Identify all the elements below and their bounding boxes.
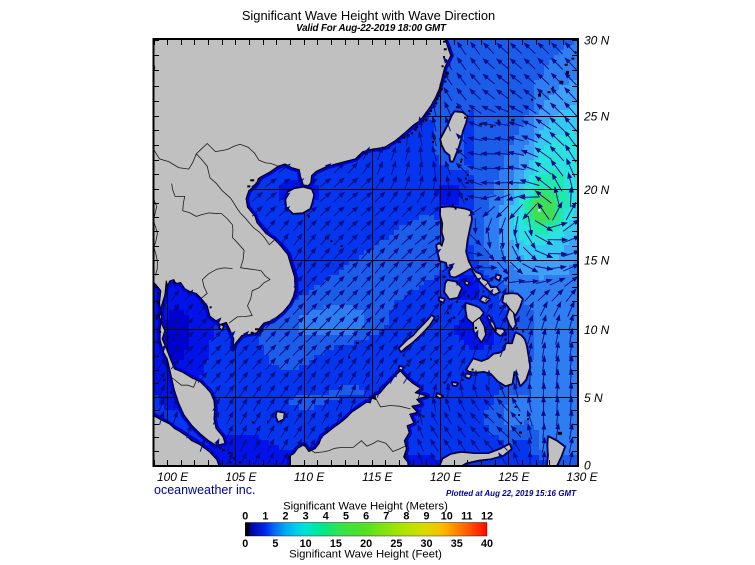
- svg-text:100 E: 100 E: [157, 470, 189, 484]
- svg-text:Valid For Aug-22-2019 18:00 GM: Valid For Aug-22-2019 18:00 GMT: [296, 23, 447, 34]
- svg-text:125 E: 125 E: [498, 470, 530, 484]
- svg-text:1: 1: [262, 511, 268, 523]
- svg-text:4: 4: [323, 511, 329, 523]
- svg-text:115 E: 115 E: [362, 470, 393, 484]
- svg-text:9: 9: [424, 511, 430, 523]
- svg-text:11: 11: [461, 511, 472, 523]
- svg-text:30 N: 30 N: [584, 34, 610, 48]
- svg-text:6: 6: [363, 511, 369, 523]
- svg-text:120 E: 120 E: [430, 470, 462, 484]
- svg-text:30: 30: [421, 538, 433, 550]
- svg-text:110 E: 110 E: [294, 470, 325, 484]
- svg-text:15 N: 15 N: [584, 254, 610, 268]
- svg-text:Plotted at Aug 22, 2019 15:16: Plotted at Aug 22, 2019 15:16 GMT: [446, 489, 577, 498]
- svg-text:8: 8: [403, 511, 409, 523]
- svg-text:130 E: 130 E: [566, 470, 598, 484]
- svg-text:5: 5: [343, 511, 349, 523]
- svg-text:Significant Wave Height with W: Significant Wave Height with Wave Direct…: [242, 8, 495, 23]
- svg-text:7: 7: [383, 511, 389, 523]
- svg-text:Significant Wave Height (Feet): Significant Wave Height (Feet): [289, 549, 442, 561]
- svg-text:10: 10: [300, 538, 312, 550]
- svg-text:35: 35: [451, 538, 463, 550]
- svg-text:40: 40: [481, 538, 493, 550]
- svg-text:0: 0: [242, 538, 248, 550]
- svg-text:25: 25: [390, 538, 402, 550]
- svg-text:105 E: 105 E: [225, 470, 257, 484]
- svg-text:10 N: 10 N: [584, 323, 610, 337]
- svg-text:oceanweather inc.: oceanweather inc.: [154, 483, 255, 497]
- svg-text:2: 2: [282, 511, 288, 523]
- svg-text:10: 10: [441, 511, 453, 523]
- svg-text:0: 0: [584, 459, 591, 473]
- svg-text:15: 15: [330, 538, 342, 550]
- svg-text:20: 20: [360, 538, 372, 550]
- svg-text:5: 5: [272, 538, 278, 550]
- svg-text:0: 0: [242, 511, 248, 523]
- svg-text:5 N: 5 N: [584, 391, 603, 405]
- svg-text:20 N: 20 N: [583, 183, 610, 197]
- svg-text:12: 12: [481, 511, 493, 523]
- svg-text:25 N: 25 N: [583, 110, 610, 124]
- svg-text:Significant Wave Height (Meter: Significant Wave Height (Meters): [283, 501, 448, 513]
- svg-text:3: 3: [303, 511, 309, 523]
